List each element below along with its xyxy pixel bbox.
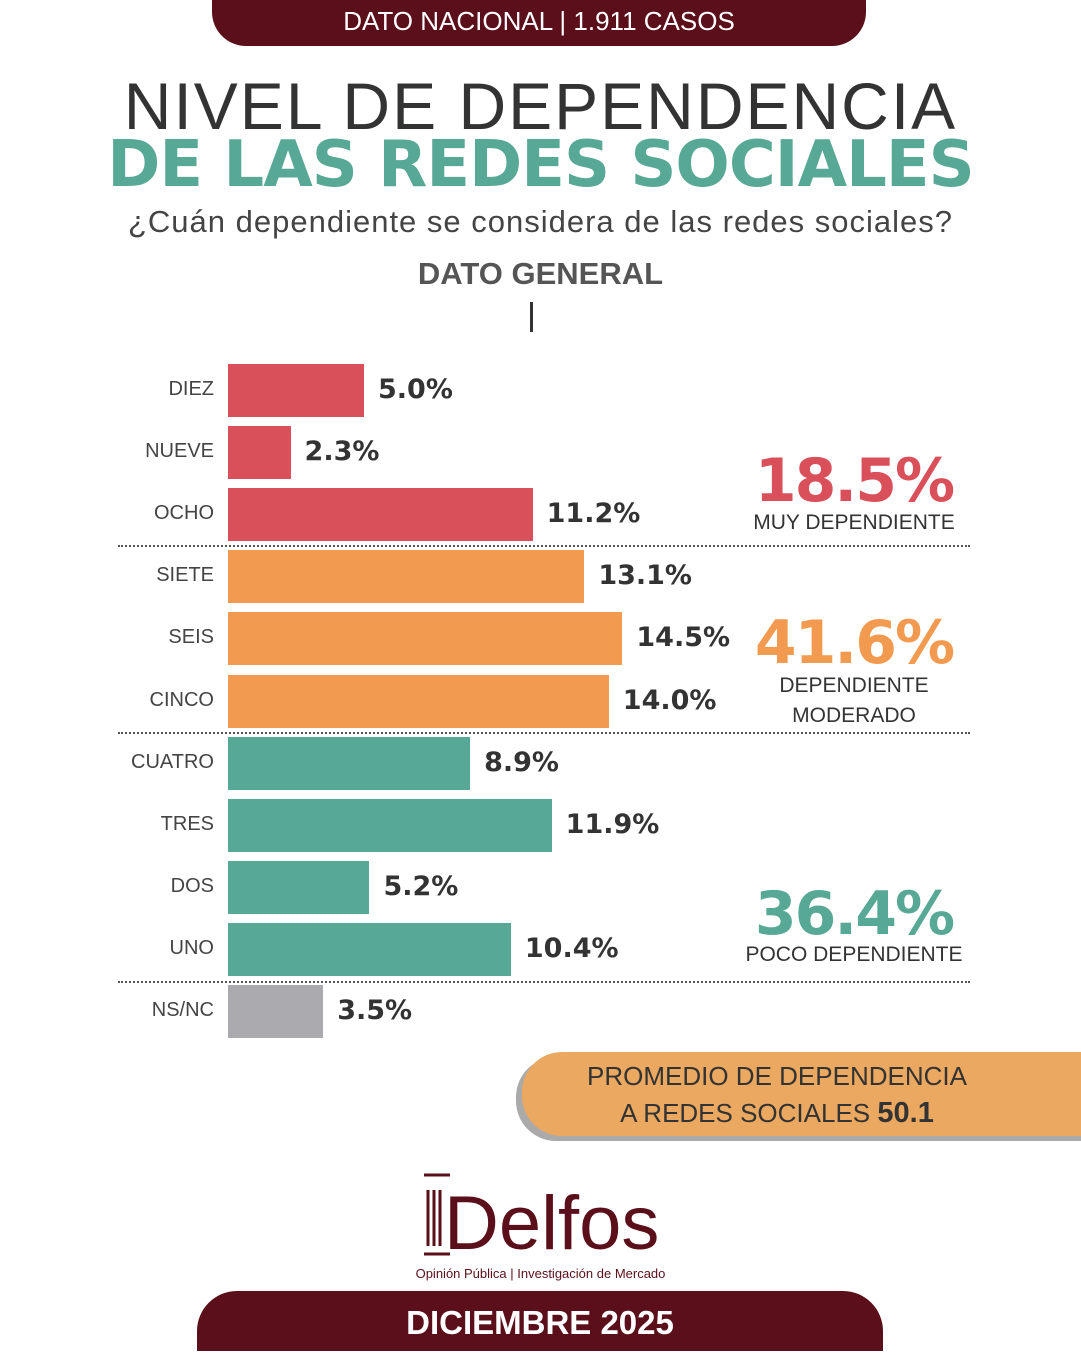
group-muy-label: MUY DEPENDIENTE bbox=[753, 511, 955, 534]
category-label: TRES bbox=[160, 812, 214, 835]
category-label: NS/NC bbox=[151, 999, 214, 1021]
group-muy-pct: 18.5% bbox=[754, 446, 955, 516]
group-moderado-label: DEPENDIENTE bbox=[779, 674, 929, 697]
bar-cuatro bbox=[228, 736, 471, 790]
value-label: 11.2% bbox=[546, 498, 641, 530]
value-label: 8.9% bbox=[484, 746, 559, 778]
title-line-1: NIVEL DE DEPENDENCIA bbox=[123, 69, 958, 143]
value-label: 3.5% bbox=[337, 995, 413, 1026]
bar-siete bbox=[228, 550, 585, 604]
question: ¿Cuán dependiente se considera de las re… bbox=[127, 204, 954, 239]
promedio-value: 50.1 bbox=[877, 1097, 934, 1129]
value-label: 2.3% bbox=[304, 436, 380, 468]
promedio-box: PROMEDIO DE DEPENDENCIA A REDES SOCIALES… bbox=[522, 1052, 1081, 1136]
value-label: 14.0% bbox=[622, 684, 717, 716]
category-label: SEIS bbox=[168, 626, 214, 649]
value-label: 13.1% bbox=[598, 560, 692, 592]
bar-tres bbox=[228, 798, 552, 852]
logo-brand-text: Delfos bbox=[444, 1181, 659, 1260]
tagline: Opinión Pública | Investigación de Merca… bbox=[415, 1266, 666, 1281]
value-label: 5.0% bbox=[378, 374, 453, 405]
group-separator bbox=[118, 732, 970, 734]
category-label: DIEZ bbox=[168, 378, 214, 400]
title-line-2: DE LAS REDES SOCIALES bbox=[107, 128, 974, 202]
group-poco-pct: 36.4% bbox=[754, 879, 955, 949]
date-banner: DICIEMBRE 2025 bbox=[197, 1291, 883, 1351]
category-label: DOS bbox=[170, 874, 214, 897]
promedio-line1: PROMEDIO DE DEPENDENCIA bbox=[587, 1061, 967, 1091]
value-label: 10.4% bbox=[524, 932, 619, 964]
top-banner: DATO NACIONAL | 1.911 CASOS bbox=[212, 0, 866, 46]
value-label: 5.2% bbox=[383, 870, 459, 902]
category-label: UNO bbox=[169, 936, 214, 959]
bar-nsnc bbox=[228, 985, 324, 1038]
group-separator bbox=[118, 981, 970, 983]
column-icon bbox=[424, 1173, 450, 1256]
promedio-line2: A REDES SOCIALES bbox=[620, 1098, 871, 1128]
bar-cinco bbox=[228, 674, 609, 728]
category-label: CUATRO bbox=[131, 750, 214, 773]
category-label: OCHO bbox=[154, 502, 214, 525]
bar-dos bbox=[228, 860, 370, 914]
bar-ocho bbox=[228, 488, 533, 542]
bar-uno bbox=[228, 922, 511, 976]
category-label: NUEVE bbox=[145, 440, 214, 463]
value-label: 14.5% bbox=[636, 622, 731, 654]
category-label: SIETE bbox=[156, 564, 214, 587]
bar-diez bbox=[228, 364, 364, 417]
bar-seis bbox=[228, 612, 623, 666]
bar-nueve bbox=[228, 426, 291, 480]
group-moderado-pct: 41.6% bbox=[754, 608, 955, 678]
group-separator bbox=[118, 545, 970, 547]
section-title: DATO GENERAL bbox=[417, 256, 664, 291]
value-label: 11.9% bbox=[565, 808, 660, 840]
group-moderado-label-2: MODERADO bbox=[792, 704, 916, 727]
group-poco-label: POCO DEPENDIENTE bbox=[745, 943, 963, 966]
divider-tick bbox=[530, 302, 533, 332]
delfos-logo: Delfos bbox=[424, 1173, 659, 1260]
category-label: CINCO bbox=[149, 688, 214, 711]
